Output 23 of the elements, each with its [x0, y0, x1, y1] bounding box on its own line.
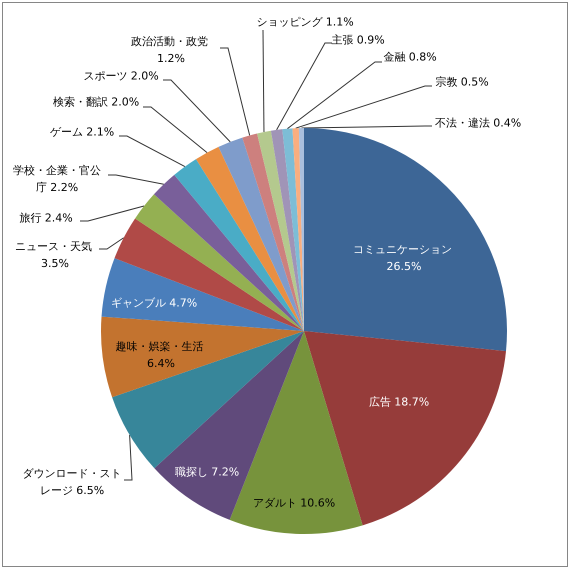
slice-label: コミュニケーション: [352, 243, 456, 256]
data-label: 6.4%: [147, 357, 175, 370]
slice-label: 宗教 0.5%: [435, 76, 489, 88]
slice-label: 趣味・娯楽・生活: [115, 340, 207, 353]
slice-label: 金融 0.8%: [383, 50, 437, 64]
slice-label: スポーツ 2.0%: [83, 70, 159, 82]
slice-label: ギャンブル 4.7%: [110, 296, 198, 310]
slice-label: 不法・違法 0.4%: [434, 116, 522, 130]
slice-label: 職探し 7.2%: [174, 466, 240, 478]
slice-label: 政治活動・政党: [130, 35, 212, 48]
slice-label: 主張 0.9%: [331, 34, 385, 46]
slice-label: 旅行 2.4%: [19, 212, 73, 224]
data-label: 26.5%: [386, 260, 422, 273]
slice-label: 検索・翻訳 2.0%: [52, 96, 140, 108]
slice-label: 学校・企業・官公庁 2.2%: [13, 164, 101, 194]
slice-label: ショッピング 1.1%: [256, 16, 354, 28]
slice-label: 広告 18.7%: [368, 396, 430, 408]
data-label: 1.2%: [157, 52, 185, 65]
slice-label: ニュース・天気: [14, 240, 96, 253]
slice-label: ゲーム 2.1%: [50, 126, 114, 138]
slice-label: アダルト 10.6%: [252, 496, 336, 510]
slice-label: ダウンロード・ストレージ 6.5%: [22, 467, 122, 497]
data-label: 3.5%: [41, 257, 69, 270]
